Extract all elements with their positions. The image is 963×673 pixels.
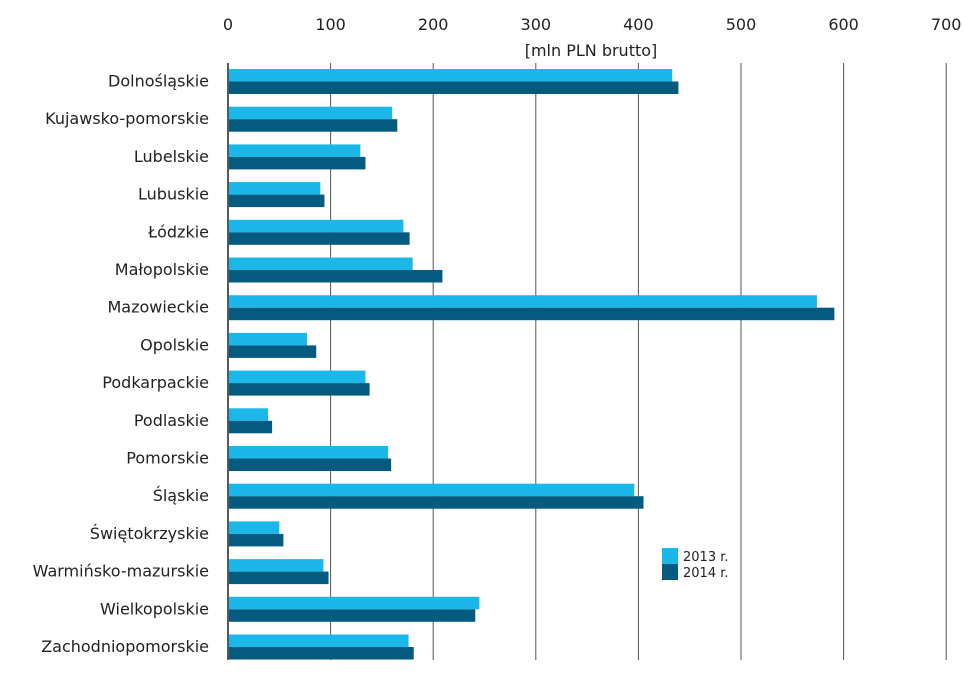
category-label: Wielkopolskie (100, 599, 209, 618)
bar-2013 (229, 483, 635, 497)
x-tick-label: 700 (931, 15, 962, 34)
bar-2014 (229, 156, 366, 170)
x-tick-label: 100 (315, 15, 346, 34)
bar-2014 (229, 81, 679, 94)
category-label: Łódzkie (147, 222, 209, 241)
bar-2013 (229, 106, 393, 120)
bar-2014 (229, 533, 284, 547)
bars (229, 69, 835, 660)
bar-2013 (229, 69, 673, 82)
bar-2014 (229, 496, 644, 509)
x-tick-label: 600 (828, 15, 859, 34)
bar-2014 (229, 383, 370, 396)
legend: 2013 r.2014 r. (662, 548, 729, 581)
bar-2013 (229, 596, 480, 610)
x-tick-label: 500 (726, 15, 757, 34)
bar-2013 (229, 295, 817, 308)
legend-label: 2013 r. (683, 550, 729, 565)
x-tick-label: 400 (623, 15, 654, 34)
bar-2014 (229, 420, 273, 434)
bar-2014 (229, 119, 398, 132)
grid-lines (330, 63, 947, 660)
category-label: Małopolskie (115, 260, 209, 279)
category-label: Śląskie (153, 486, 209, 505)
x-tick-label: 200 (418, 15, 449, 34)
bar-2013 (229, 634, 409, 647)
bar-2013 (229, 257, 413, 270)
category-label: Kujawsko-pomorskie (45, 109, 209, 128)
category-label: Lubuskie (138, 185, 209, 204)
category-label: Świętokrzyskie (90, 524, 209, 543)
category-label: Podkarpackie (102, 373, 209, 392)
x-axis-title: [mln PLN brutto] (525, 41, 658, 60)
x-tick-label: 300 (521, 15, 552, 34)
category-label: Zachodniopomorskie (41, 637, 209, 656)
bar-2014 (229, 307, 835, 321)
legend-swatch (662, 564, 678, 580)
category-label: Dolnośląskie (108, 72, 209, 91)
bar-2013 (229, 332, 308, 346)
bar-2014 (229, 345, 317, 358)
bar-2014 (229, 609, 476, 622)
bar-2013 (229, 521, 280, 534)
x-tick-label: 0 (223, 15, 233, 34)
bar-2013 (229, 370, 366, 384)
bar-2013 (229, 182, 321, 195)
bar-2014 (229, 571, 329, 585)
bar-2013 (229, 446, 389, 459)
legend-label: 2014 r. (683, 566, 729, 581)
bar-2014 (229, 647, 414, 660)
axes: 0 100 200 300 400 500 600 700 Dolnośląskie Kujaws… (33, 15, 962, 660)
bar-2013 (229, 408, 269, 421)
category-label: Podlaskie (134, 411, 209, 430)
bar-2014 (229, 194, 325, 208)
bar-2013 (229, 219, 404, 233)
bar-2013 (229, 144, 361, 157)
category-label: Warmińsko-mazurskie (33, 562, 209, 581)
category-label: Mazowieckie (107, 298, 209, 317)
category-label: Lubelskie (134, 147, 209, 166)
bar-2013 (229, 559, 324, 572)
legend-swatch (662, 548, 678, 564)
bar-2014 (229, 270, 443, 283)
bar-2014 (229, 458, 392, 471)
bar-2014 (229, 232, 410, 245)
category-label: Opolskie (140, 335, 209, 354)
category-label: Pomorskie (126, 449, 209, 468)
